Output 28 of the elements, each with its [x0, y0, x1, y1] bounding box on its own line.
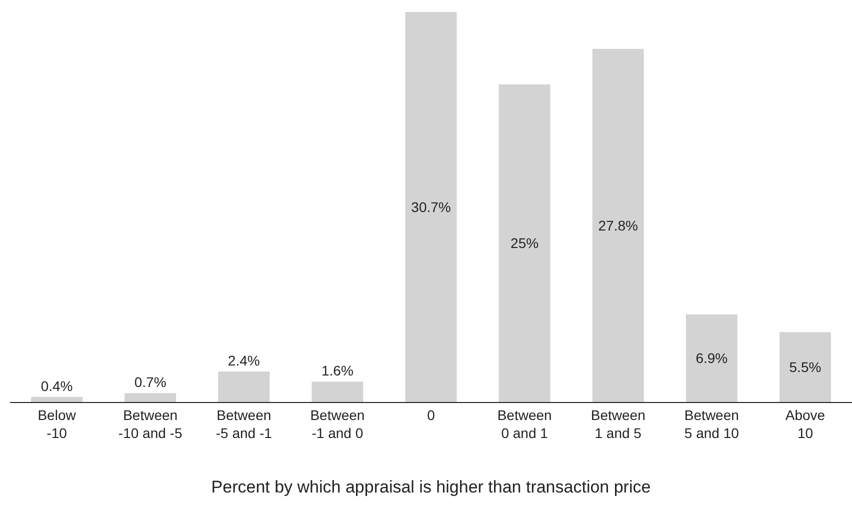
x-axis-title: Percent by which appraisal is higher than transaction price [211, 477, 651, 496]
data-label: 27.8% [598, 217, 638, 234]
data-label: 25% [510, 235, 539, 252]
data-label: 6.9% [696, 350, 728, 366]
x-tick-label: 0 [427, 406, 436, 423]
bar [779, 332, 831, 402]
bar [31, 396, 83, 402]
bar [124, 393, 176, 402]
bar [405, 12, 457, 402]
bar [312, 382, 364, 402]
x-tick-label: Between -1 and 0 [310, 406, 365, 441]
bar [218, 372, 270, 402]
x-tick-label: Between 5 and 10 [684, 406, 740, 441]
bar [498, 84, 550, 402]
data-label: 30.7% [411, 199, 451, 215]
data-label: 1.6% [321, 362, 354, 379]
bar [592, 48, 644, 402]
x-tick-label: Between 1 and 5 [590, 406, 646, 441]
x-tick-label: Above 10 [785, 406, 826, 441]
x-tick-label: Between -10 and -5 [118, 406, 182, 441]
x-tick-label: Between 0 and 1 [497, 406, 552, 441]
bar [686, 314, 738, 402]
data-label: 5.5% [789, 359, 822, 376]
data-label: 2.4% [228, 352, 260, 369]
data-label: 0.7% [134, 374, 166, 390]
data-label: 0.4% [40, 378, 73, 394]
x-tick-label: Between -5 and -1 [216, 406, 272, 441]
x-tick-label: Below -10 [38, 406, 77, 441]
